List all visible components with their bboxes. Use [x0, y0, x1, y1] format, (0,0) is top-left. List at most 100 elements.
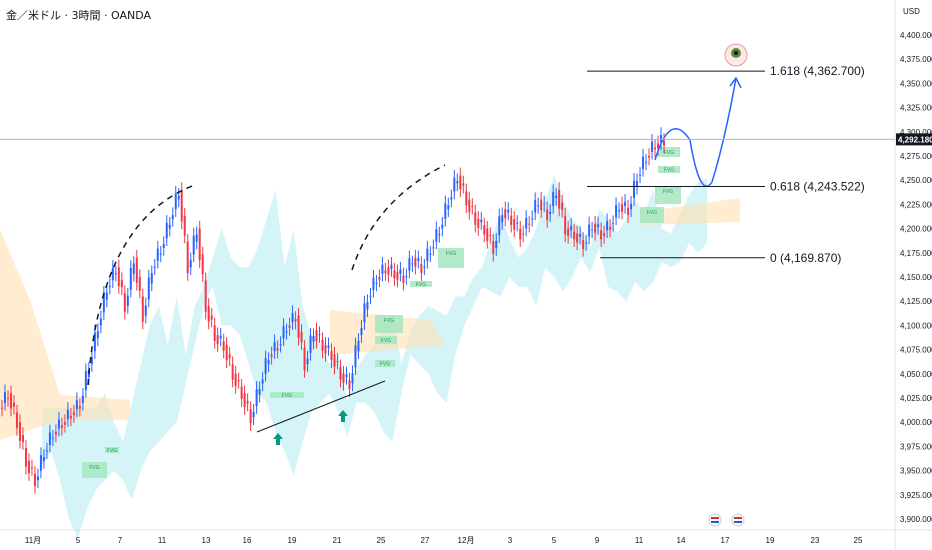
candle-body: [60, 425, 63, 429]
candle-body: [390, 264, 393, 269]
candle-body: [93, 332, 96, 352]
candle-body: [588, 224, 591, 237]
candle-body: [348, 380, 351, 390]
candle-body: [261, 379, 264, 384]
candle-body: [639, 174, 642, 176]
time-tick-label: 17: [721, 536, 730, 545]
candle-body: [489, 235, 492, 237]
candle-body: [591, 229, 594, 231]
current-price-badge: [896, 133, 932, 146]
ichimoku-cloud: [0, 175, 740, 539]
candle-body: [576, 233, 579, 243]
candle-body: [456, 181, 459, 184]
candle-body: [651, 141, 654, 152]
candle-body: [123, 293, 126, 312]
currency-label: USD: [903, 7, 920, 16]
candle-body: [633, 180, 636, 198]
candle-body: [339, 367, 342, 380]
candle-body: [189, 260, 192, 268]
candle-body: [513, 218, 516, 230]
candle-body: [246, 401, 249, 404]
candle-body: [564, 215, 567, 235]
candle-body: [36, 476, 39, 481]
fvg-label: FVG: [664, 150, 674, 156]
candle-body: [174, 193, 177, 210]
candle-body: [288, 325, 291, 328]
candle-body: [117, 267, 120, 287]
price-tick-label: 4,050.000: [900, 370, 932, 379]
candle-body: [519, 228, 522, 240]
candle-body: [27, 460, 30, 474]
candle-body: [342, 373, 345, 383]
candle-body: [183, 215, 186, 236]
cloud-bullish: [42, 175, 707, 539]
candle-body: [198, 228, 201, 261]
candle-body: [417, 258, 420, 261]
candle-body: [1, 407, 3, 409]
candle-body: [90, 357, 93, 365]
candle-body: [138, 277, 141, 291]
projection-path: [654, 77, 737, 187]
candle-body: [627, 207, 630, 216]
candle-body: [462, 183, 465, 186]
candle-body: [549, 211, 552, 215]
candle-body: [309, 335, 312, 353]
candle-body: [144, 305, 147, 316]
candle-body: [609, 226, 612, 230]
candle-body: [492, 241, 495, 254]
candle-body: [555, 195, 558, 198]
time-tick-label: 25: [854, 536, 863, 545]
candle-body: [312, 336, 315, 342]
drawings[interactable]: [87, 43, 748, 527]
price-tick-label: 3,975.000: [900, 442, 932, 451]
candle-body: [294, 318, 297, 322]
fibonacci-levels[interactable]: 1.618 (4,362.700) 0.618 (4,243.522) 0 (4,1…: [587, 64, 865, 265]
candle-body: [528, 223, 531, 225]
candle-body: [561, 202, 564, 210]
current-price-label: 4,292.180: [898, 135, 932, 144]
fvg-zone: [438, 248, 464, 268]
price-axis[interactable]: 3,900.000 3,925.000 3,950.000 3,975.000 4,00…: [0, 31, 932, 524]
time-tick-label: 19: [766, 536, 775, 545]
candle-body: [504, 209, 507, 219]
candle-body: [624, 201, 627, 207]
time-tick-label: 9: [595, 536, 600, 545]
candle-body: [570, 226, 573, 231]
candle-body: [543, 203, 546, 205]
candle-body: [315, 330, 318, 341]
candle-body: [291, 313, 294, 323]
candle-body: [300, 331, 303, 343]
time-axis[interactable]: 11月 5 7 11 13 16 19 21 25 27 12月 3 5 9 11 14 17 19 23 25: [25, 536, 863, 545]
time-tick-label: 21: [333, 536, 342, 545]
candle-body: [21, 435, 24, 443]
fvg-zones: FVG FVG FVG FVG FVG FVG FVG FVG FVG FVG FVG FVG: [82, 147, 681, 478]
candle-body: [612, 223, 615, 225]
candle-body: [363, 303, 366, 323]
candle-body: [297, 315, 300, 338]
time-tick-label: 19: [288, 536, 297, 545]
candle-body: [483, 225, 486, 235]
candle-body: [30, 467, 33, 469]
candle-body: [324, 344, 327, 354]
candle-body: [96, 331, 99, 339]
candle-body: [636, 181, 639, 187]
candle-body: [132, 263, 135, 274]
candle-body: [72, 412, 75, 416]
price-tick-label: 3,900.000: [900, 515, 932, 524]
candle-body: [525, 217, 528, 229]
price-tick-label: 4,300.000: [900, 128, 932, 137]
fvg-label: FVG: [446, 251, 456, 257]
price-tick-label: 4,175.000: [900, 249, 932, 258]
candle-body: [663, 140, 666, 146]
cloud-bearish: [640, 198, 740, 225]
candle-body: [255, 388, 258, 407]
candle-body: [597, 224, 600, 227]
candle-body: [201, 254, 204, 275]
candle-body: [327, 345, 330, 348]
fvg-label: FVG: [664, 168, 674, 174]
candle-body: [105, 292, 108, 300]
candle-body: [39, 455, 42, 471]
candle-body: [600, 230, 603, 240]
candle-body: [249, 409, 252, 424]
